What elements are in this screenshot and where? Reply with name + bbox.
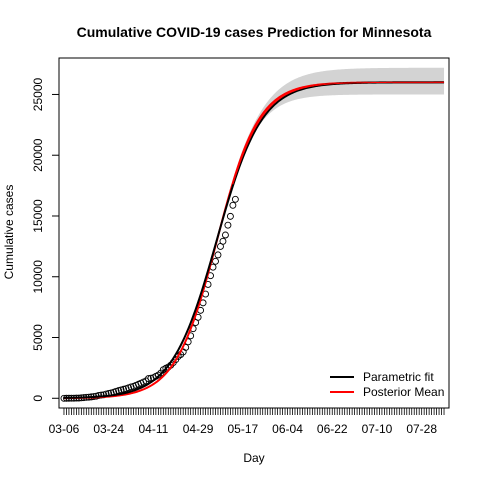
- x-tick-label: 04-29: [183, 422, 214, 436]
- chart-title: Cumulative COVID-19 cases Prediction for…: [77, 24, 432, 40]
- data-point: [226, 212, 234, 220]
- data-point: [231, 195, 239, 203]
- data-point: [144, 375, 152, 383]
- x-tick-label: 05-17: [227, 422, 258, 436]
- data-point: [157, 369, 165, 377]
- y-axis-label: Cumulative cases: [2, 185, 16, 280]
- data-point: [229, 201, 237, 209]
- legend-label: Posterior Mean: [363, 385, 444, 399]
- data-point: [97, 391, 105, 399]
- y-tick-label: 20000: [31, 138, 45, 172]
- x-tick-label: 06-04: [272, 422, 303, 436]
- x-tick-label: 06-22: [317, 422, 348, 436]
- plot-layer: 0 5000 10000 15000 20000 25000 03-06 03-24 04-11…: [31, 67, 445, 436]
- data-point: [214, 251, 222, 259]
- series-line-posterior-mean-overlay: [232, 81, 445, 185]
- x-tick-label: 04-11: [138, 422, 168, 436]
- y-tick-label: 10000: [31, 260, 45, 294]
- x-tick-label: 07-10: [362, 422, 393, 436]
- legend-label: Parametric fit: [363, 370, 434, 384]
- data-point: [120, 385, 128, 393]
- y-tick-label: 0: [31, 395, 45, 402]
- x-tick-label: 07-28: [406, 422, 437, 436]
- data-point: [219, 237, 227, 245]
- y-tick-label: 5000: [31, 324, 45, 351]
- y-tick-label: 25000: [31, 77, 45, 111]
- x-tick-label: 03-24: [93, 422, 124, 436]
- data-point: [224, 221, 232, 229]
- x-tick-label: 03-06: [49, 422, 80, 436]
- y-tick-label: 15000: [31, 199, 45, 233]
- data-point: [212, 257, 219, 265]
- data-point: [221, 231, 229, 239]
- x-axis-label: Day: [243, 451, 264, 465]
- plot-frame: [58, 57, 450, 409]
